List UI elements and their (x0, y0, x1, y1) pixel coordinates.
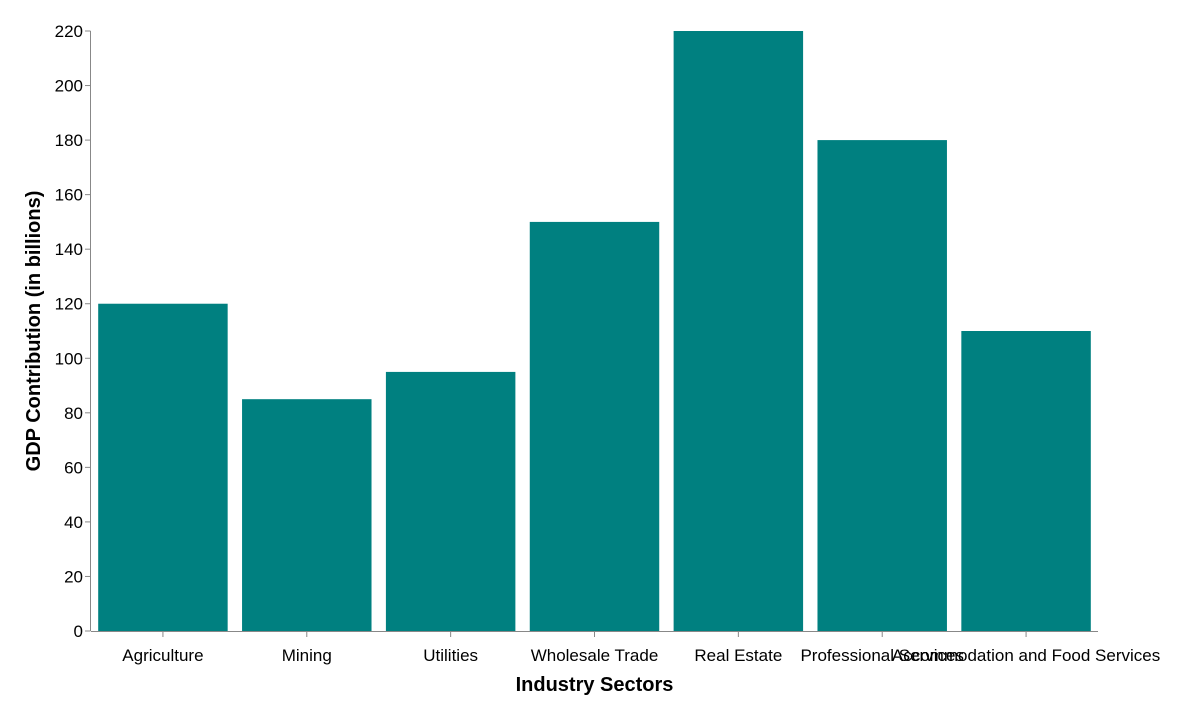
x-axis-title: Industry Sectors (516, 674, 674, 696)
y-axis-title: GDP Contribution (in billions) (23, 191, 45, 472)
bar-mining (242, 399, 372, 631)
y-tick-label: 120 (55, 295, 83, 314)
x-axis: Agriculture Mining Utilities Wholesale Trad… (91, 631, 1160, 665)
x-tick-label: Utilities (423, 646, 478, 665)
bar-accommodation-and-food-services (961, 331, 1091, 631)
bar-utilities (385, 371, 516, 631)
y-tick-label: 220 (55, 22, 83, 41)
x-tick-label: Professional Services (800, 646, 963, 665)
x-tick-label: Agriculture (122, 646, 203, 665)
y-tick-label: 180 (55, 131, 83, 150)
y-tick-label: 80 (64, 404, 83, 423)
y-tick-label: 200 (55, 77, 83, 96)
y-tick-label: 20 (64, 567, 83, 586)
y-tick-label: 140 (55, 240, 83, 259)
bar-real-estate (673, 31, 804, 631)
bars-group (98, 31, 1091, 631)
y-tick-label: 160 (55, 186, 83, 205)
y-tick-label: 100 (55, 349, 83, 368)
x-tick-label: Wholesale Trade (531, 646, 659, 665)
y-tick-label: 60 (64, 458, 83, 477)
bar-wholesale-trade (529, 221, 660, 631)
bar-professional-services (817, 140, 947, 631)
y-tick-label: 40 (64, 513, 83, 532)
x-tick-label: Accommodation and Food Services (892, 646, 1160, 665)
y-tick-label: 0 (74, 622, 83, 641)
bar-agriculture (98, 303, 228, 631)
x-tick-label: Real Estate (694, 646, 782, 665)
y-axis: 0 20 40 60 80 100 120 140 160 180 200 220 (55, 22, 91, 641)
x-tick-label: Mining (282, 646, 332, 665)
